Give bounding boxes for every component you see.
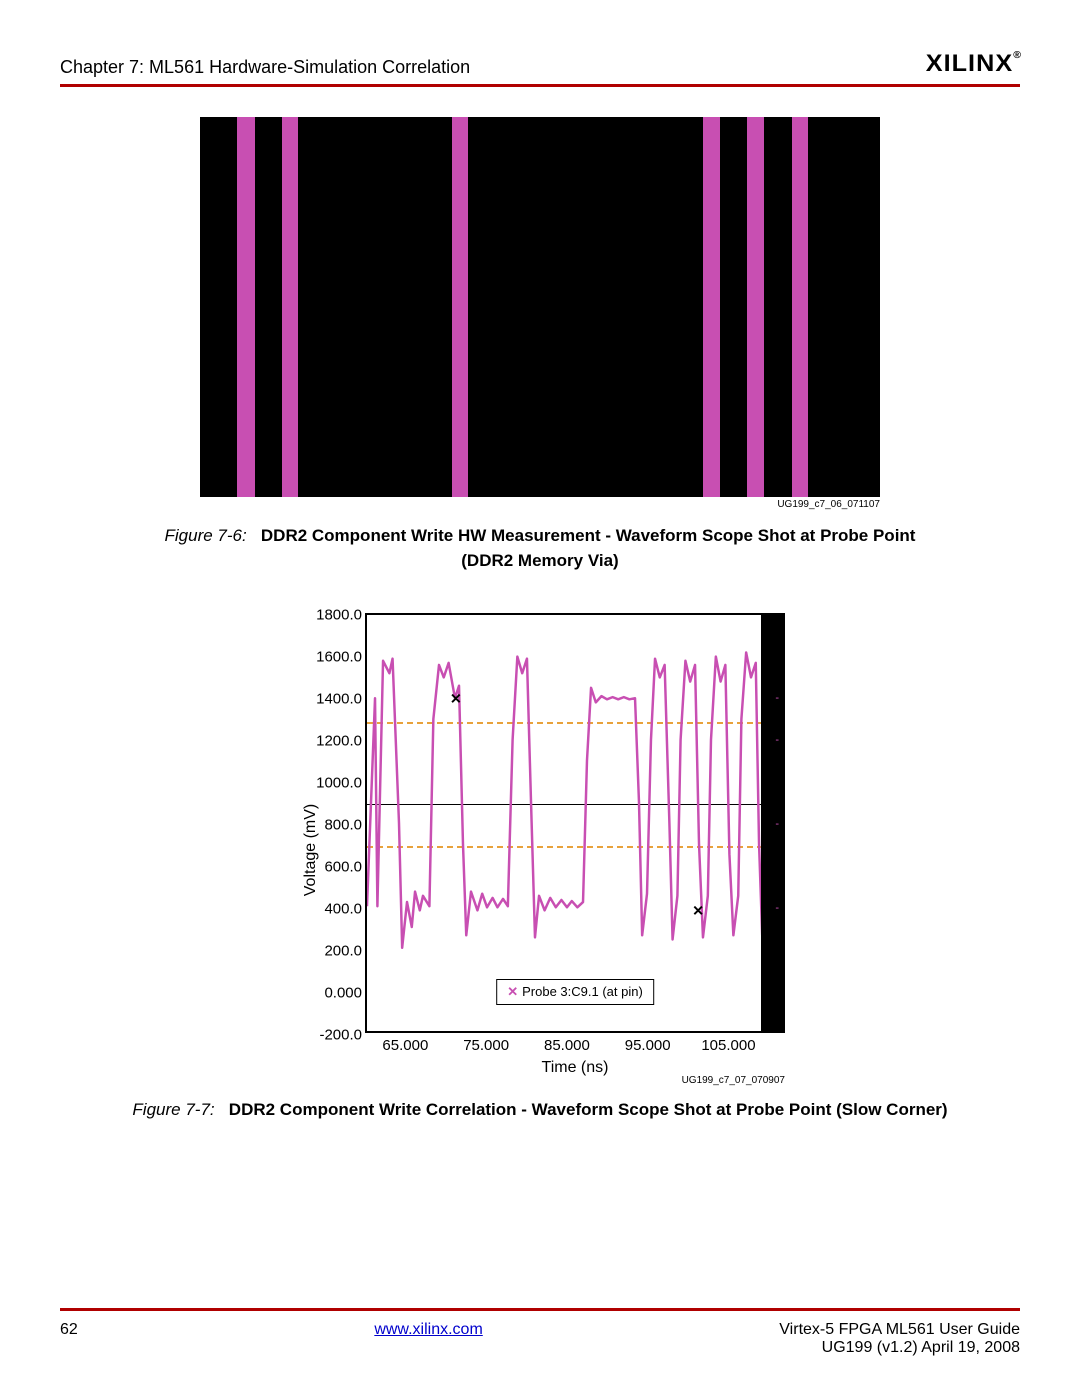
scope-image xyxy=(200,117,880,497)
y-tick-label: 600.0 xyxy=(324,859,362,876)
figure-6-caption: Figure 7-6: DDR2 Component Write HW Meas… xyxy=(60,524,1020,573)
scope-bar xyxy=(452,117,468,497)
waveform-trace xyxy=(367,615,783,1031)
y-tick-label: -200.0 xyxy=(319,1027,362,1044)
chapter-title: Chapter 7: ML561 Hardware-Simulation Cor… xyxy=(60,57,470,78)
figure-7-7: Voltage (mV) 1800.01600.01400.01200.0100… xyxy=(60,613,1020,1123)
x-tick-label: 85.000 xyxy=(544,1037,590,1054)
data-marker: ✕ xyxy=(692,903,704,920)
y-ticks: 1800.01600.01400.01200.01000.0800.0600.0… xyxy=(307,615,362,1031)
y-tick-label: 1800.0 xyxy=(316,607,362,624)
y-tick-label: 1200.0 xyxy=(316,733,362,750)
y-tick-label: 400.0 xyxy=(324,901,362,918)
legend: ✕ Probe 3:C9.1 (at pin) xyxy=(496,979,654,1005)
scope-bar xyxy=(703,117,719,497)
y-tick-label: 0.000 xyxy=(324,985,362,1002)
figure-7-caption: Figure 7-7: DDR2 Component Write Correla… xyxy=(60,1098,1020,1123)
x-tick-label: 65.000 xyxy=(382,1037,428,1054)
y-tick-label: 800.0 xyxy=(324,817,362,834)
figure-6-ref: UG199_c7_06_071107 xyxy=(200,499,880,510)
footer-url-link[interactable]: www.xilinx.com xyxy=(374,1321,482,1338)
x-tick-label: 75.000 xyxy=(463,1037,509,1054)
y-tick-label: 200.0 xyxy=(324,943,362,960)
page-footer: 62 www.xilinx.com Virtex-5 FPGA ML561 Us… xyxy=(60,1308,1020,1357)
plot-area: 1800.01600.01400.01200.01000.0800.0600.0… xyxy=(365,613,785,1033)
x-tick-label: 95.000 xyxy=(625,1037,671,1054)
scope-bar xyxy=(237,117,255,497)
page-number: 62 xyxy=(60,1321,78,1357)
y-tick-label: 1600.0 xyxy=(316,649,362,666)
footer-guide: Virtex-5 FPGA ML561 User Guide UG199 (v1… xyxy=(779,1321,1020,1357)
y-tick-label: 1000.0 xyxy=(316,775,362,792)
page-header: Chapter 7: ML561 Hardware-Simulation Cor… xyxy=(60,50,1020,87)
brand-logo: XILINX® xyxy=(926,50,1022,78)
legend-label: Probe 3:C9.1 (at pin) xyxy=(522,984,643,999)
data-marker: ✕ xyxy=(450,691,462,708)
x-tick-label: 105.000 xyxy=(701,1037,755,1054)
chart-container: Voltage (mV) 1800.01600.01400.01200.0100… xyxy=(295,613,785,1086)
right-strip: ---- xyxy=(761,615,783,1031)
x-ticks: 65.000 75.000 85.000 95.000 105.000 xyxy=(365,1037,785,1057)
legend-marker-icon: ✕ xyxy=(507,984,518,999)
scope-bar xyxy=(792,117,808,497)
figure-7-6: UG199_c7_06_071107 Figure 7-6: DDR2 Comp… xyxy=(60,117,1020,573)
scope-bar xyxy=(747,117,763,497)
y-tick-label: 1400.0 xyxy=(316,691,362,708)
scope-bar xyxy=(282,117,298,497)
